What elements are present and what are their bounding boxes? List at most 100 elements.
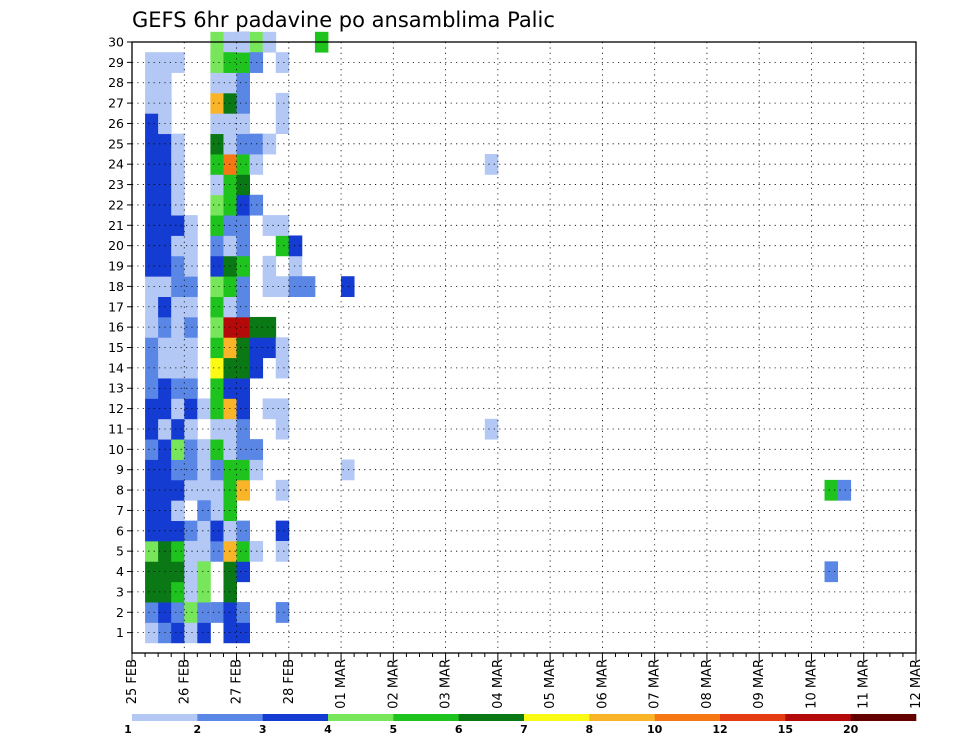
- heatmap-cell: [171, 479, 185, 501]
- y-tick-label: 10: [108, 442, 124, 457]
- x-tick-label: 05 MAR: [543, 659, 558, 709]
- heatmap-cell: [210, 602, 224, 623]
- heatmap-cell: [145, 602, 159, 623]
- heatmap-cell: [236, 398, 250, 420]
- heatmap-cell: [210, 72, 224, 94]
- heatmap-cell: [171, 418, 185, 440]
- heatmap-cell: [171, 520, 185, 542]
- colorbar-swatch: [393, 714, 459, 721]
- heatmap-cell: [275, 92, 290, 114]
- heatmap-cell: [184, 357, 198, 379]
- heatmap-cell: [275, 276, 290, 297]
- x-tick-label: 02 MAR: [386, 659, 401, 709]
- heatmap-cell: [275, 418, 290, 440]
- y-tick-label: 30: [108, 35, 124, 50]
- heatmap-cell: [236, 459, 250, 481]
- heatmap-cell: [184, 235, 198, 257]
- colorbar-swatch: [132, 714, 198, 721]
- heatmap-cell: [197, 581, 211, 603]
- heatmap-cell: [145, 378, 159, 399]
- colorbar-swatch: [197, 714, 263, 721]
- x-tick-label: 06 MAR: [595, 659, 610, 709]
- colorbar-label: 3: [259, 723, 267, 736]
- heatmap-cell: [184, 378, 198, 399]
- y-tick-label: 3: [116, 584, 124, 599]
- heatmap-cell: [145, 479, 159, 501]
- colorbar: 1 2 3 4 5 6 7 8 10 12 15 20: [124, 714, 917, 736]
- y-tick-label: 23: [108, 177, 124, 192]
- heatmap-cell: [262, 133, 277, 155]
- colorbar-swatch: [524, 714, 590, 721]
- heatmap-cell: [171, 316, 185, 338]
- heatmap-cell: [145, 215, 159, 236]
- heatmap-cell: [145, 133, 159, 155]
- heatmap-cell: [210, 398, 224, 420]
- heatmap-cell: [210, 439, 224, 460]
- heatmap-cell: [210, 520, 224, 542]
- heatmap-cell: [236, 540, 250, 562]
- heatmap-cell: [210, 378, 224, 399]
- heatmap-cell: [236, 378, 250, 399]
- heatmap-cell: [262, 276, 277, 297]
- heatmap-cell: [236, 276, 250, 297]
- heatmap-cell: [210, 459, 224, 481]
- colorbar-swatch: [654, 714, 721, 721]
- heatmap-cell: [171, 337, 185, 359]
- heatmap-cell: [145, 540, 159, 562]
- heatmap-cell: [210, 92, 224, 114]
- heatmap-cell: [184, 602, 198, 623]
- heatmap-cell: [236, 622, 250, 644]
- colorbar-swatch: [785, 714, 851, 721]
- heatmap-cell: [171, 296, 185, 318]
- heatmap-cell: [288, 276, 303, 297]
- heatmap-cell: [184, 337, 198, 359]
- y-tick-label: 24: [108, 157, 124, 172]
- heatmap-cell: [145, 398, 159, 420]
- heatmap-cell: [184, 622, 198, 644]
- heatmap-cell: [145, 459, 159, 481]
- x-tick-label: 11 MAR: [857, 659, 872, 709]
- heatmap-cell: [197, 561, 211, 583]
- heatmap-cell: [341, 276, 355, 297]
- heatmap-cell: [236, 337, 250, 359]
- colorbar-swatch: [262, 714, 329, 721]
- heatmap-cell: [197, 602, 211, 623]
- heatmap-cell: [171, 255, 185, 277]
- heatmap-cell: [145, 581, 159, 603]
- heatmap-cell: [145, 500, 159, 522]
- y-tick-label: 8: [116, 483, 124, 498]
- heatmap-cell: [275, 398, 290, 420]
- heatmap-cell: [197, 459, 211, 481]
- heatmap-cell: [171, 500, 185, 522]
- heatmap-cell: [262, 255, 277, 277]
- y-tick-label: 1: [116, 625, 124, 640]
- heatmap-cell: [262, 337, 277, 359]
- y-tick-label: 9: [116, 462, 124, 477]
- y-tick-label: 7: [116, 503, 124, 518]
- y-tick-label: 19: [108, 259, 124, 274]
- heatmap-cell: [197, 622, 211, 644]
- heatmap-cell: [145, 418, 159, 440]
- heatmap-cell: [171, 52, 185, 73]
- heatmap-cell: [145, 439, 159, 460]
- colorbar-swatch: [328, 714, 394, 721]
- colorbar-label: 20: [843, 723, 859, 736]
- heatmap-cell: [210, 276, 224, 297]
- y-tick-label: 20: [108, 238, 124, 253]
- heatmap-cell: [171, 276, 185, 297]
- heatmap-cell: [484, 154, 499, 175]
- heatmap-cell: [210, 500, 224, 522]
- heatmap-cell: [288, 235, 303, 257]
- heatmap-cell: [210, 174, 224, 196]
- heatmap-cell: [184, 316, 198, 338]
- colorbar-label: 6: [455, 723, 463, 736]
- heatmap-cell: [236, 215, 250, 236]
- y-tick-label: 11: [108, 421, 124, 436]
- heatmap-cell: [236, 520, 250, 542]
- heatmap-cell: [184, 520, 198, 542]
- heatmap-cell: [236, 255, 250, 277]
- heatmap-cell: [145, 520, 159, 542]
- heatmap-cell: [275, 215, 290, 236]
- heatmap-cell: [184, 439, 198, 460]
- heatmap-cell: [145, 92, 159, 114]
